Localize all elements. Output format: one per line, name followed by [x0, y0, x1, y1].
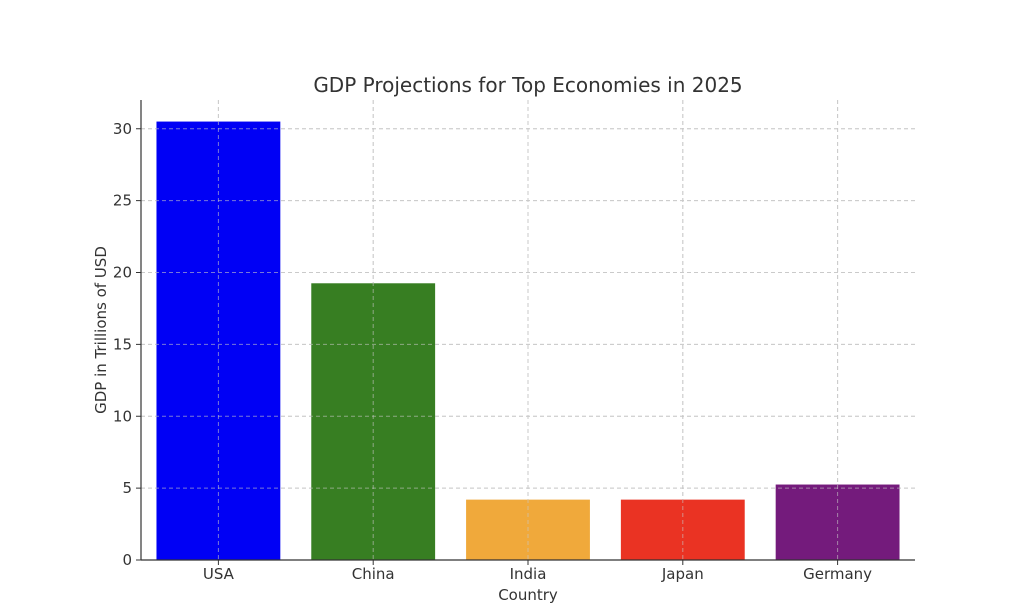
bars [141, 100, 915, 561]
chart-title: GDP Projections for Top Economies in 202… [313, 73, 742, 97]
x-tick-label: USA [203, 565, 235, 583]
y-tick-label: 5 [122, 479, 132, 497]
ticks: 0 5 10 15 20 25 30 USA China India Japan Germany [113, 120, 872, 583]
y-tick-label: 0 [122, 551, 132, 569]
y-tick-label: 15 [113, 335, 132, 353]
y-tick-label: 25 [113, 192, 132, 210]
y-tick-label: 10 [113, 407, 132, 425]
y-tick-label: 20 [113, 264, 132, 282]
y-tick-label: 30 [113, 120, 132, 138]
x-tick-label: Japan [661, 565, 704, 583]
y-axis-label: GDP in Trillions of USD [92, 246, 110, 414]
x-tick-label: India [510, 565, 547, 583]
x-tick-label: China [352, 565, 395, 583]
x-tick-label: Germany [803, 565, 872, 583]
x-axis-label: Country [498, 586, 558, 604]
